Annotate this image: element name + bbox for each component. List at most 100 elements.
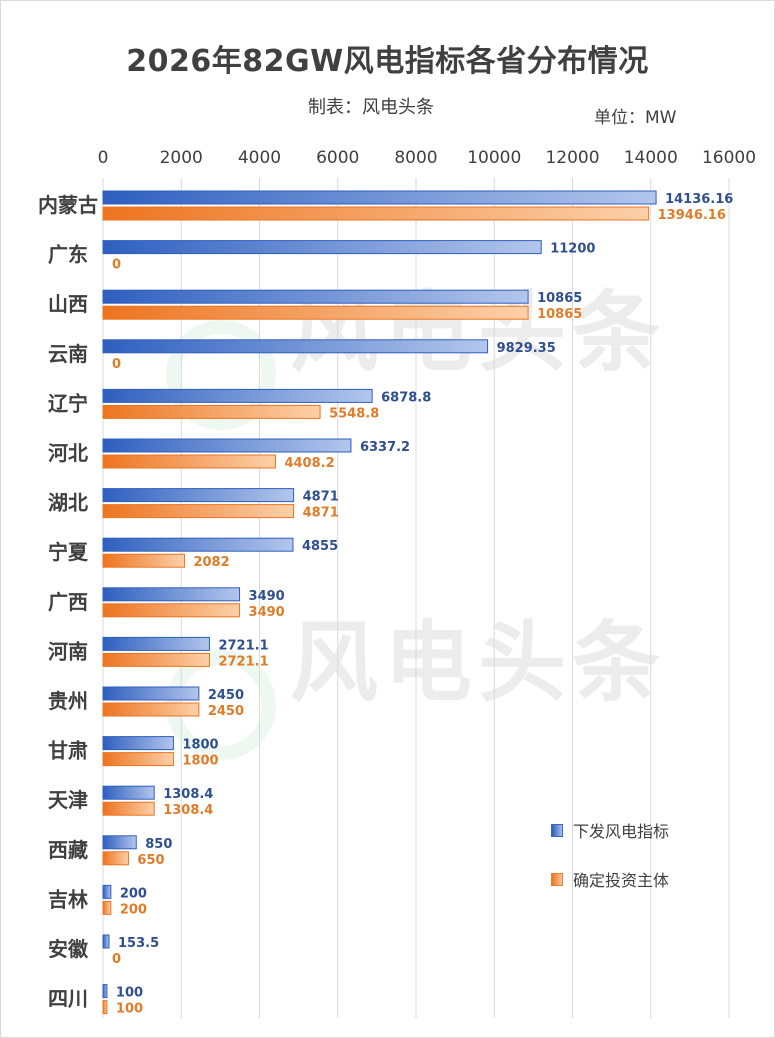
data-label-series2: 1308.4 — [163, 803, 213, 818]
x-tick-label: 8000 — [394, 148, 437, 168]
category-label: 广东 — [48, 243, 88, 267]
data-label-series1: 1308.4 — [163, 787, 213, 802]
data-label-series2: 4408.2 — [284, 456, 334, 471]
x-tick-label: 0 — [98, 148, 109, 168]
data-label-series1: 2450 — [208, 688, 244, 703]
legend-swatch-icon — [551, 872, 563, 886]
data-label-series1: 3490 — [249, 589, 285, 604]
bar-series1 — [102, 537, 294, 552]
data-label-series2: 5548.8 — [329, 406, 379, 421]
data-label-series1: 6878.8 — [381, 390, 431, 405]
data-label-series2: 1800 — [182, 754, 218, 769]
data-label-series2: 650 — [137, 853, 164, 868]
data-label-series2: 10865 — [537, 307, 582, 322]
bar-series2 — [102, 504, 295, 519]
bar-series2 — [102, 900, 112, 915]
data-label-series1: 10865 — [537, 291, 582, 306]
x-tick-label: 6000 — [316, 148, 359, 168]
data-label-series1: 1800 — [182, 738, 218, 753]
category-label: 广西 — [48, 590, 88, 614]
bar-series1 — [102, 240, 542, 255]
bar-series2 — [102, 454, 276, 469]
category-label: 甘肃 — [48, 739, 88, 763]
data-label-series2: 2450 — [208, 704, 244, 719]
data-label-series1: 153.5 — [118, 936, 159, 951]
data-label-series2: 200 — [120, 902, 147, 917]
bar-series2 — [102, 752, 174, 767]
bar-series2 — [102, 851, 129, 866]
bar-series1 — [102, 835, 137, 850]
x-tick-label: 16000 — [702, 148, 756, 168]
bar-series1 — [102, 884, 112, 899]
data-label-series1: 9829.35 — [497, 341, 556, 356]
data-label-series1: 2721.1 — [218, 638, 268, 653]
chart-title: 2026年82GW风电指标各省分布情况 — [126, 44, 649, 79]
legend-item-series1: 下发风电指标 — [551, 818, 669, 842]
data-label-series1: 200 — [120, 886, 147, 901]
category-label: 河北 — [48, 441, 88, 465]
x-tick-label: 4000 — [238, 148, 281, 168]
data-label-series2: 2721.1 — [218, 654, 268, 669]
bar-series1 — [102, 934, 110, 949]
data-label-series1: 100 — [116, 986, 143, 1001]
bar-series2 — [102, 652, 210, 667]
bar-series2 — [102, 702, 200, 717]
bar-series1 — [102, 488, 295, 503]
x-tick-label: 2000 — [160, 148, 203, 168]
legend-label: 下发风电指标 — [573, 822, 670, 841]
data-label-series2: 2082 — [193, 555, 229, 570]
bar-series1 — [102, 785, 155, 800]
bar-series1 — [102, 388, 373, 403]
data-label-series2: 13946.16 — [658, 208, 726, 223]
watermark-text: 风电头条 — [290, 611, 667, 714]
legend-label: 确定投资主体 — [573, 871, 670, 890]
category-label: 四川 — [48, 987, 88, 1011]
bar-series2 — [102, 553, 185, 568]
bar-series2 — [102, 305, 529, 320]
data-label-series2: 0 — [112, 258, 121, 273]
data-label-series2: 100 — [116, 1002, 143, 1017]
category-label: 天津 — [48, 788, 88, 812]
legend-item-series2: 确定投资主体 — [551, 867, 669, 891]
data-label-series1: 4855 — [302, 539, 338, 554]
data-label-series1: 850 — [145, 837, 172, 852]
bar-series2 — [102, 1000, 108, 1015]
bar-series1 — [102, 984, 108, 999]
category-label: 贵州 — [48, 689, 88, 713]
category-label: 安徽 — [48, 937, 89, 961]
data-label-series1: 14136.16 — [665, 192, 733, 207]
bar-series2 — [102, 404, 321, 419]
bar-series2 — [102, 206, 650, 221]
chart-maker: 制表：风电头条 — [308, 97, 434, 118]
category-label: 吉林 — [48, 887, 88, 911]
x-tick-label: 14000 — [624, 148, 678, 168]
bar-series2 — [102, 801, 155, 816]
data-label-series1: 11200 — [550, 242, 595, 257]
bar-series1 — [102, 587, 241, 602]
category-label: 内蒙古 — [38, 193, 98, 217]
category-label: 宁夏 — [48, 540, 89, 564]
bar-series1 — [102, 686, 200, 701]
bar-series1 — [102, 190, 657, 205]
data-label-series1: 4871 — [303, 490, 339, 505]
category-label: 辽宁 — [48, 391, 88, 415]
category-label: 湖北 — [48, 491, 88, 515]
category-label: 河南 — [48, 639, 88, 663]
chart-unit: 单位：MW — [594, 108, 677, 128]
bar-series2 — [102, 603, 241, 618]
bar-series1 — [102, 636, 210, 651]
x-tick-label: 12000 — [545, 148, 599, 168]
data-label-series2: 0 — [112, 952, 121, 967]
legend-swatch-icon — [551, 823, 563, 837]
data-label-series2: 3490 — [249, 605, 285, 620]
data-label-series1: 6337.2 — [360, 440, 410, 455]
category-label: 山西 — [48, 292, 88, 316]
category-label: 西藏 — [48, 838, 88, 862]
bar-series1 — [102, 289, 529, 304]
category-label: 云南 — [48, 342, 88, 366]
bar-series1 — [102, 339, 489, 354]
data-label-series2: 0 — [112, 357, 121, 372]
bar-series1 — [102, 736, 174, 751]
data-label-series2: 4871 — [303, 506, 339, 521]
